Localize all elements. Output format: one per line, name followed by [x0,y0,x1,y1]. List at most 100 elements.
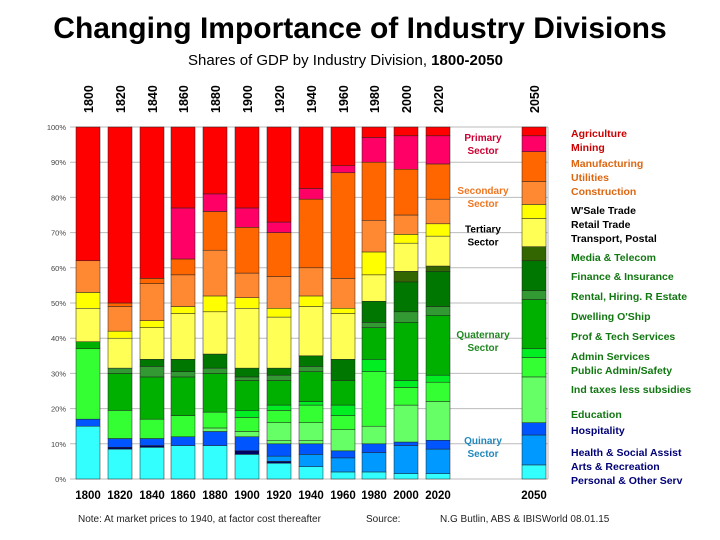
legend-label: Retail Trade [571,219,631,231]
bar-segment [361,161,387,221]
legend-entry: W'Sale Trade Retail Trade Transport, Posta… [571,204,657,246]
bar-segment [393,473,419,480]
bar-segment [139,327,165,360]
bar-segment [139,366,165,378]
x-tick-label: 1860 [170,490,196,502]
bar-segment [170,313,196,360]
y-tick-label: 40% [51,334,66,343]
sector-label: Sector [467,146,498,157]
y-tick-label: 30% [51,369,66,378]
bar-segment [521,204,547,219]
bar-segment [107,438,133,448]
bar-segment [202,367,228,374]
bar-segment [266,316,292,369]
top-year-label: 1820 [114,85,128,113]
legend-label: Transport, Postal [571,233,657,245]
bar-segment [202,249,228,297]
legend-entry: Agriculture Mining [571,127,627,155]
bar-segment [234,454,260,480]
sector-label: Tertiary [465,225,501,236]
bar-segment [425,448,451,474]
bar-segment [330,457,356,473]
bar-segment [298,355,324,367]
bar-segment [298,454,324,467]
bar-segment [393,281,419,313]
legend-label: Education [571,409,622,421]
sector-label: Quinary [464,436,502,447]
legend-label: Manufacturing [571,158,644,170]
bar-segment [139,359,165,367]
x-tick-label: 1940 [298,490,324,502]
bar-segment [234,367,260,378]
bar-segment [234,376,260,381]
bar-segment [266,232,292,277]
bar-segment [393,380,419,388]
bar-segment [75,292,101,309]
bar-segment [330,126,356,166]
bar-segment [234,308,260,369]
bar-segment [107,447,133,450]
bar-segment [234,227,260,274]
bar-segment [202,295,228,313]
bar-segment [298,366,324,372]
bar-segment [139,283,165,321]
bar-segment [330,359,356,381]
top-year-label: 1900 [241,85,255,113]
bar-segment [393,135,419,170]
source-label: Source: [366,514,401,525]
bar-segment [298,188,324,200]
top-year-label: 2000 [400,85,414,113]
bar-segment [170,306,196,314]
sector-label: Sector [467,343,498,354]
bar-segment [202,427,228,432]
legend-entry: Rental, Hiring. R Estate [571,290,687,304]
x-tick-label: 1880 [202,490,228,502]
bar-segment [202,311,228,355]
bar-segment [107,126,133,304]
chart-title: Changing Importance of Industry Division… [53,12,667,45]
bar-segment [393,441,419,446]
bar-segment [425,374,451,383]
top-year-label: 1940 [305,85,319,113]
x-tick-label: 1960 [330,490,356,502]
x-tick-label: 2000 [393,490,419,502]
bar-segment [330,471,356,480]
legend-label: Rental, Hiring. R Estate [571,291,688,303]
bar-segment [107,410,133,439]
bar-segment [361,137,387,163]
bar-segment [266,221,292,233]
bar-segment [425,271,451,307]
sector-label: Quaternary [456,330,510,341]
bar-segment [393,126,419,137]
bar-segment [330,450,356,459]
bar-segment [170,436,196,446]
sector-label: Sector [467,238,498,249]
bar-segment [202,431,228,446]
bar-segment [521,181,547,205]
bar-segment [266,462,292,480]
bar-segment [425,223,451,237]
bar-segment [330,308,356,314]
bar-segment [234,207,260,228]
bar-segment [521,246,547,262]
bar-segment [361,300,387,323]
bar-segment [330,415,356,430]
x-tick-label: 2020 [425,490,451,502]
bar-segment [425,126,451,137]
bar-segment [266,367,292,376]
legend-entry: Dwelling O'Ship [571,310,651,324]
bar-segment [393,234,419,244]
bar-segment [170,258,196,276]
subtitle-text: Shares of GDP by Industry Division, [188,52,427,69]
bar-segment [521,126,547,137]
top-year-label: 1800 [82,85,96,113]
legend-entry: Health & Social Assist Arts & Recreation P… [571,446,682,488]
y-tick-label: 80% [51,193,66,202]
bar-segment [361,220,387,253]
bar-segment [234,417,260,432]
legend-label: Prof & Tech Services [571,331,676,343]
legend-entry: Prof & Tech Services [571,330,675,344]
bar-segment [361,322,387,328]
legend-label: Dwelling O'Ship [571,311,651,323]
